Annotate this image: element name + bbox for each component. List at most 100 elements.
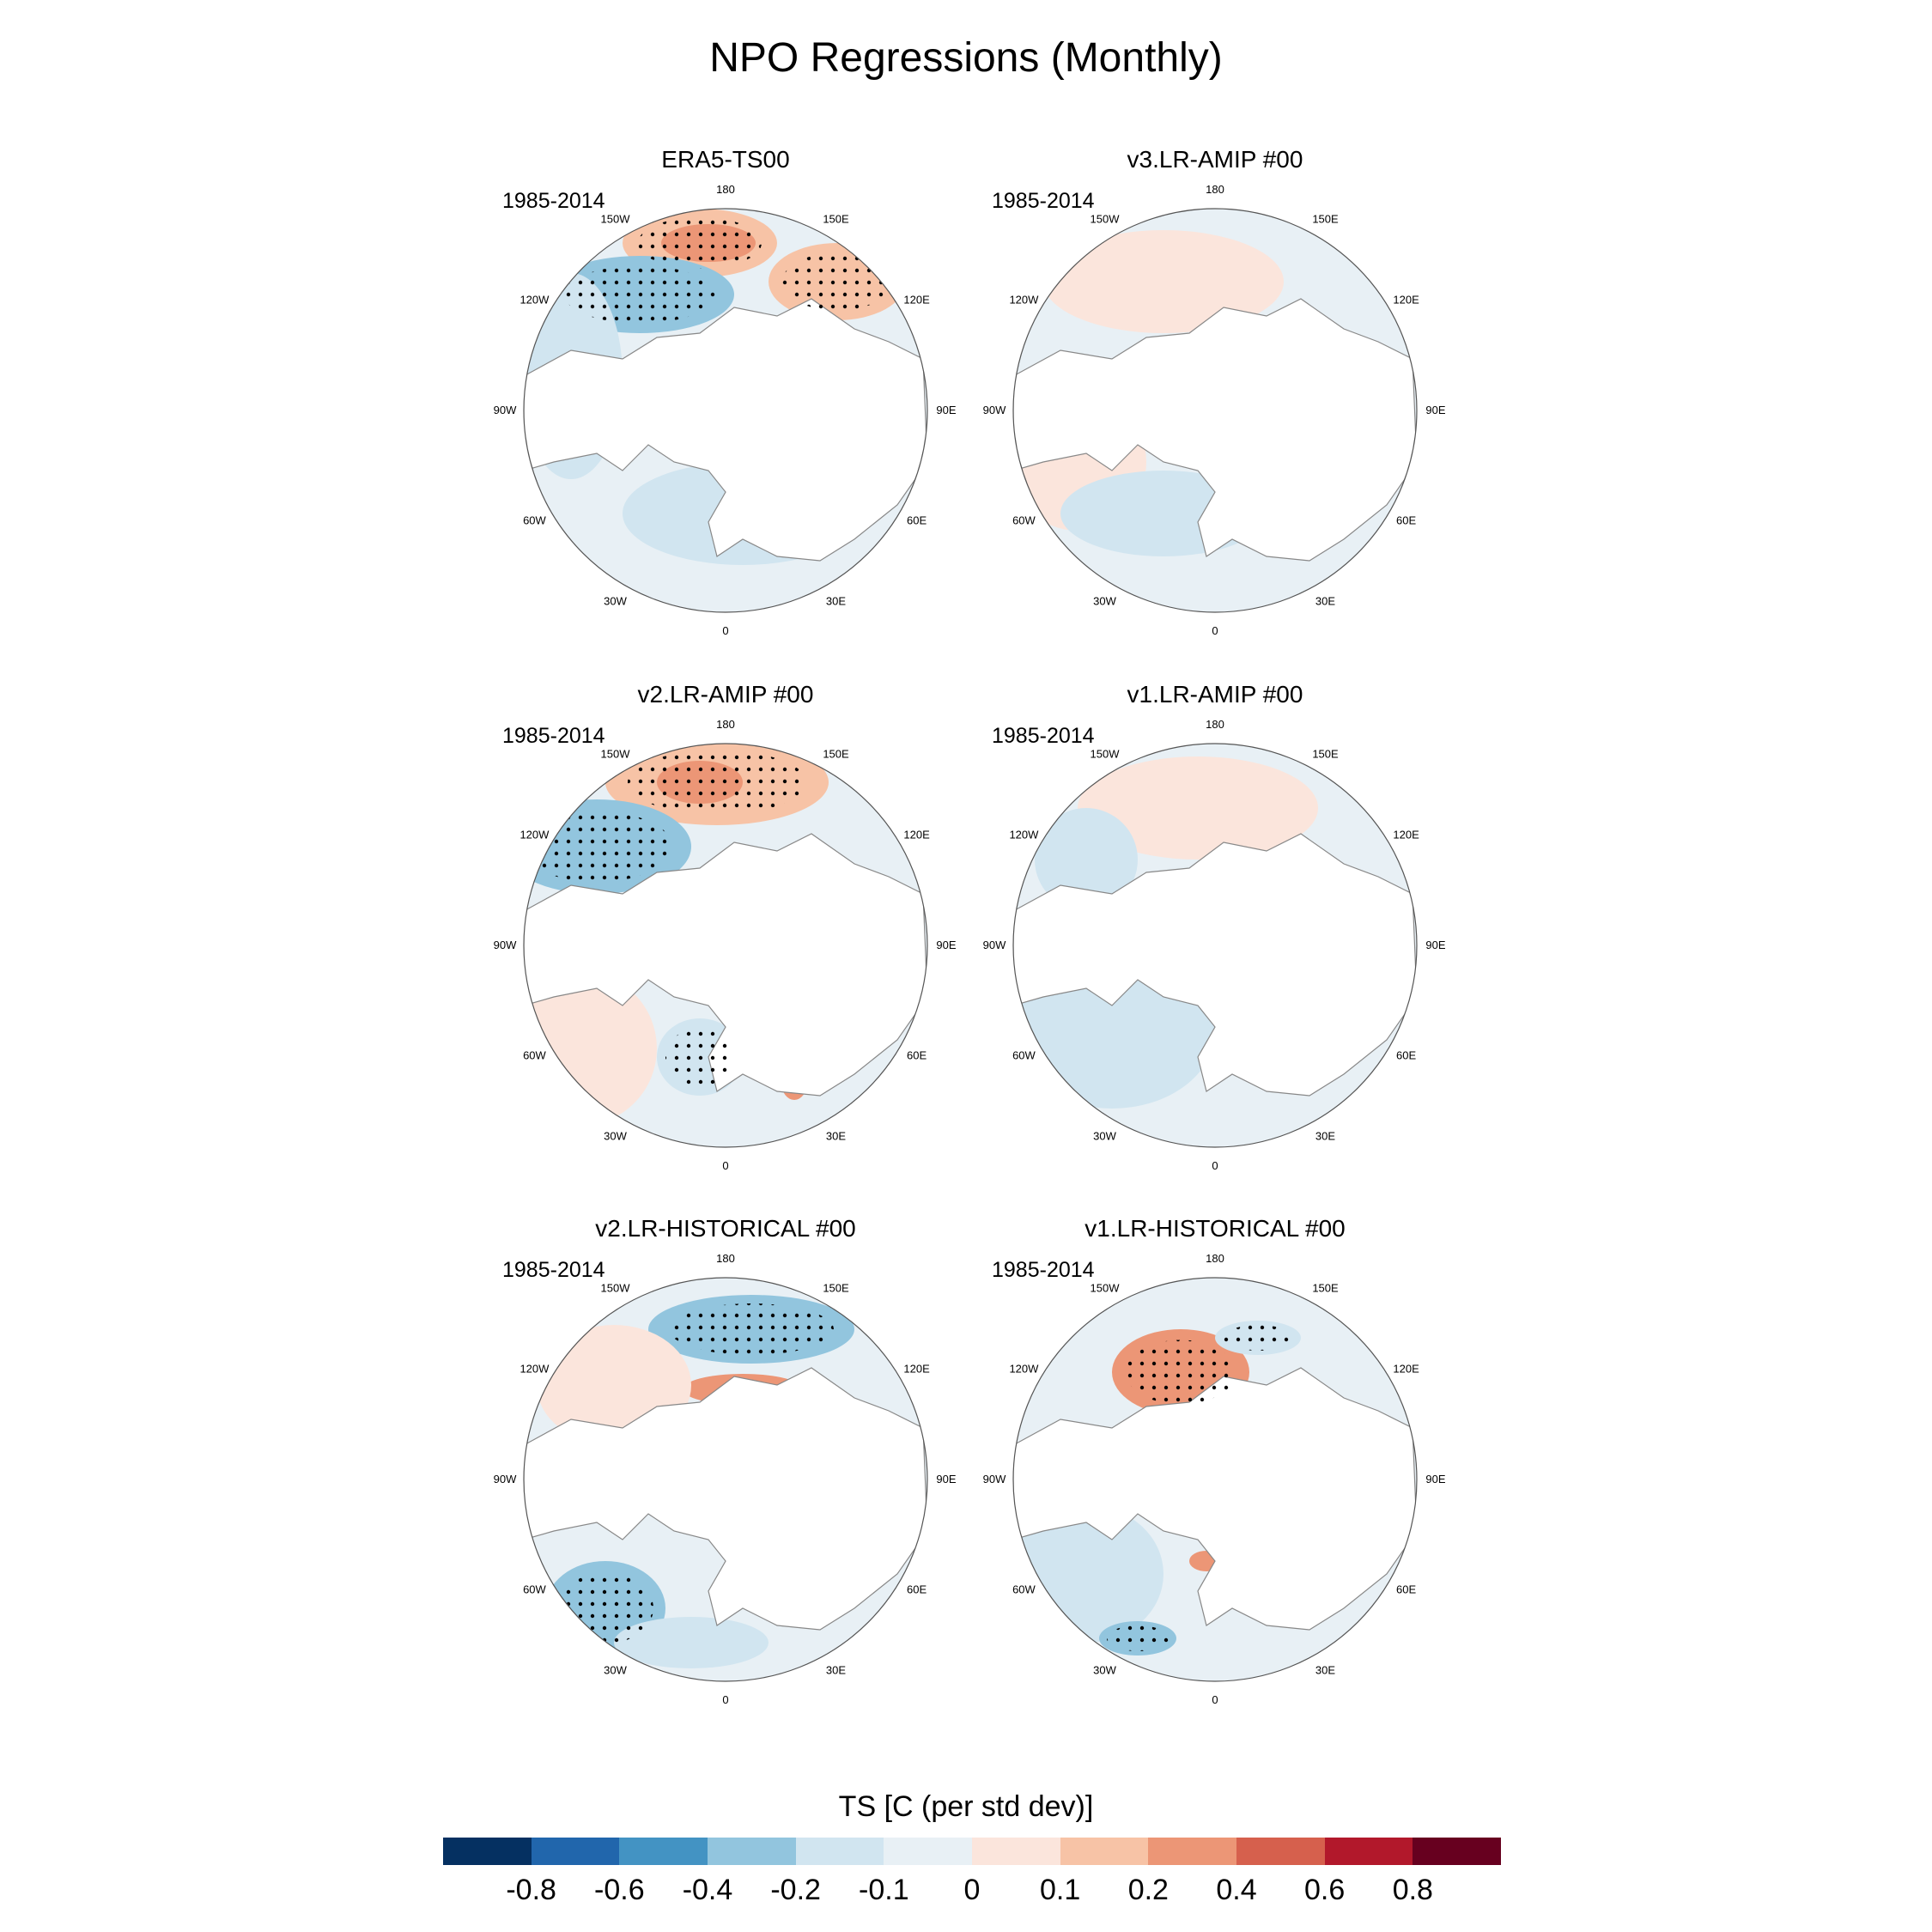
longitude-label: 60W [523,1049,546,1062]
significance-stipple [782,252,892,311]
longitude-label: 150W [601,1281,631,1294]
longitude-label: 60E [907,1583,927,1596]
longitude-label: 120W [1009,829,1039,841]
polar-map: 180 150E 120E 90E 60E 30E 0 30W 60W 90W 120W 150W [983,1252,1446,1706]
longitude-label: 120W [1009,1363,1039,1376]
colorbar-swatch [1236,1838,1325,1865]
colorbar-tick-label: 0.1 [1040,1874,1081,1906]
figure-title: NPO Regressions (Monthly) [709,35,1223,81]
colorbar-swatch [443,1838,532,1865]
polar-map: 180 150E 120E 90E 60E 30E 0 30W 60W 90W 120W 150W [983,718,1446,1172]
longitude-label: 60W [1012,1049,1036,1062]
map-border [523,208,928,613]
longitude-label: 30E [826,1130,846,1143]
panel-title: ERA5-TS00 [661,146,790,173]
longitude-label: 120W [519,294,550,307]
longitude-label: 0 [1212,624,1218,637]
land-mask [1013,833,1417,1097]
colorbar-title: TS [C (per std dev)] [838,1790,1094,1823]
panel-period: 1985-2014 [502,189,605,213]
longitude-label: 90W [983,1473,1006,1485]
longitude-label: 180 [1206,183,1224,196]
longitude-label: 150W [601,747,631,760]
significance-stipple [524,811,672,883]
longitude-label: 0 [722,1159,728,1172]
longitude-label: 150E [823,1281,849,1294]
colorbar-tick-label: 0.8 [1392,1874,1433,1906]
longitude-label: 30W [1093,595,1116,608]
longitude-label: 120E [903,1363,930,1376]
map-border [1012,1277,1418,1682]
longitude-label: 30E [1315,595,1335,608]
significance-stipple [564,265,715,324]
longitude-label: 90W [983,939,1006,951]
map-panel: v1.LR-HISTORICAL #00 1985-2014 180 150E 120E… [983,1215,1446,1706]
longitude-label: 60E [1396,1583,1416,1596]
longitude-label: 150E [823,212,849,225]
map-panel: v2.LR-AMIP #00 1985-2014 180 150E 120E 90E 60E… [494,681,957,1172]
colorbar-tick-label: 0.6 [1304,1874,1346,1906]
land-mask [524,1367,927,1631]
map-panel: v1.LR-AMIP #00 1985-2014 180 150E 120E 90E 60E… [983,681,1446,1172]
map-panel: ERA5-TS00 1985-2014 180 150E 120E 90E 60E 30E 0 3… [494,146,957,637]
colorbar-tick-label: -0.1 [859,1874,909,1906]
longitude-label: 60E [907,514,927,527]
significance-stipple [1126,1340,1236,1405]
significance-stipple [557,1572,653,1644]
significance-stipple [628,750,806,815]
longitude-label: 150W [1091,747,1121,760]
colorbar-tick-label: -0.4 [682,1874,733,1906]
longitude-label: 60E [1396,514,1416,527]
colorbar-swatch [1060,1838,1149,1865]
colorbar-swatch [972,1838,1060,1865]
longitude-label: 30W [604,1130,627,1143]
land-mask [524,298,927,562]
longitude-label: 30W [604,1664,627,1677]
polar-map: 180 150E 120E 90E 60E 30E 0 30W 60W 90W 120W 150W [983,183,1446,637]
longitude-label: 180 [1206,1252,1224,1265]
significance-stipple [665,1028,734,1086]
significance-stipple [1224,1325,1292,1351]
longitude-label: 60E [1396,1049,1416,1062]
longitude-label: 90E [1425,939,1445,951]
longitude-label: 90E [936,939,956,951]
longitude-label: 150E [1312,1281,1339,1294]
longitude-label: 60E [907,1049,927,1062]
colorbar-tick-label: -0.8 [506,1874,556,1906]
longitude-label: 90W [494,1473,517,1485]
longitude-label: 120E [903,829,930,841]
colorbar-swatch [1148,1838,1237,1865]
colorbar-tick-label: 0.4 [1216,1874,1257,1906]
longitude-label: 30E [826,1664,846,1677]
colorbar-tick-label: 0.2 [1127,1874,1169,1906]
map-border [1012,743,1418,1148]
polar-map: 180 150E 120E 90E 60E 30E 0 30W 60W 90W 120W 150W [494,1252,957,1706]
panel-period: 1985-2014 [502,724,605,748]
anomaly-region [614,1617,769,1668]
land-mask [1013,298,1417,562]
colorbar-swatch [1324,1838,1413,1865]
anomaly-region [1078,756,1318,860]
panel-period: 1985-2014 [992,724,1095,748]
colorbar-tick-label: -0.6 [594,1874,645,1906]
longitude-label: 90W [983,404,1006,416]
longitude-label: 180 [716,1252,735,1265]
map-border [523,1277,928,1682]
longitude-label: 30E [1315,1130,1335,1143]
map-border [1012,208,1418,613]
colorbar-swatch [795,1838,884,1865]
longitude-label: 180 [716,183,735,196]
longitude-label: 150E [823,747,849,760]
longitude-label: 90W [494,939,517,951]
map-panel: v3.LR-AMIP #00 1985-2014 180 150E 120E 90E 60E… [983,146,1446,637]
longitude-label: 150E [1312,212,1339,225]
longitude-label: 0 [722,1693,728,1706]
longitude-label: 60W [1012,1583,1036,1596]
map-panel: v2.LR-HISTORICAL #00 1985-2014 180 150E 120E… [494,1215,957,1706]
longitude-label: 120E [903,294,930,307]
colorbar-swatch [531,1838,620,1865]
longitude-label: 60W [1012,514,1036,527]
polar-map: 180 150E 120E 90E 60E 30E 0 30W 60W 90W 120W 150W [494,718,957,1172]
longitude-label: 0 [1212,1159,1218,1172]
colorbar-swatch [619,1838,708,1865]
